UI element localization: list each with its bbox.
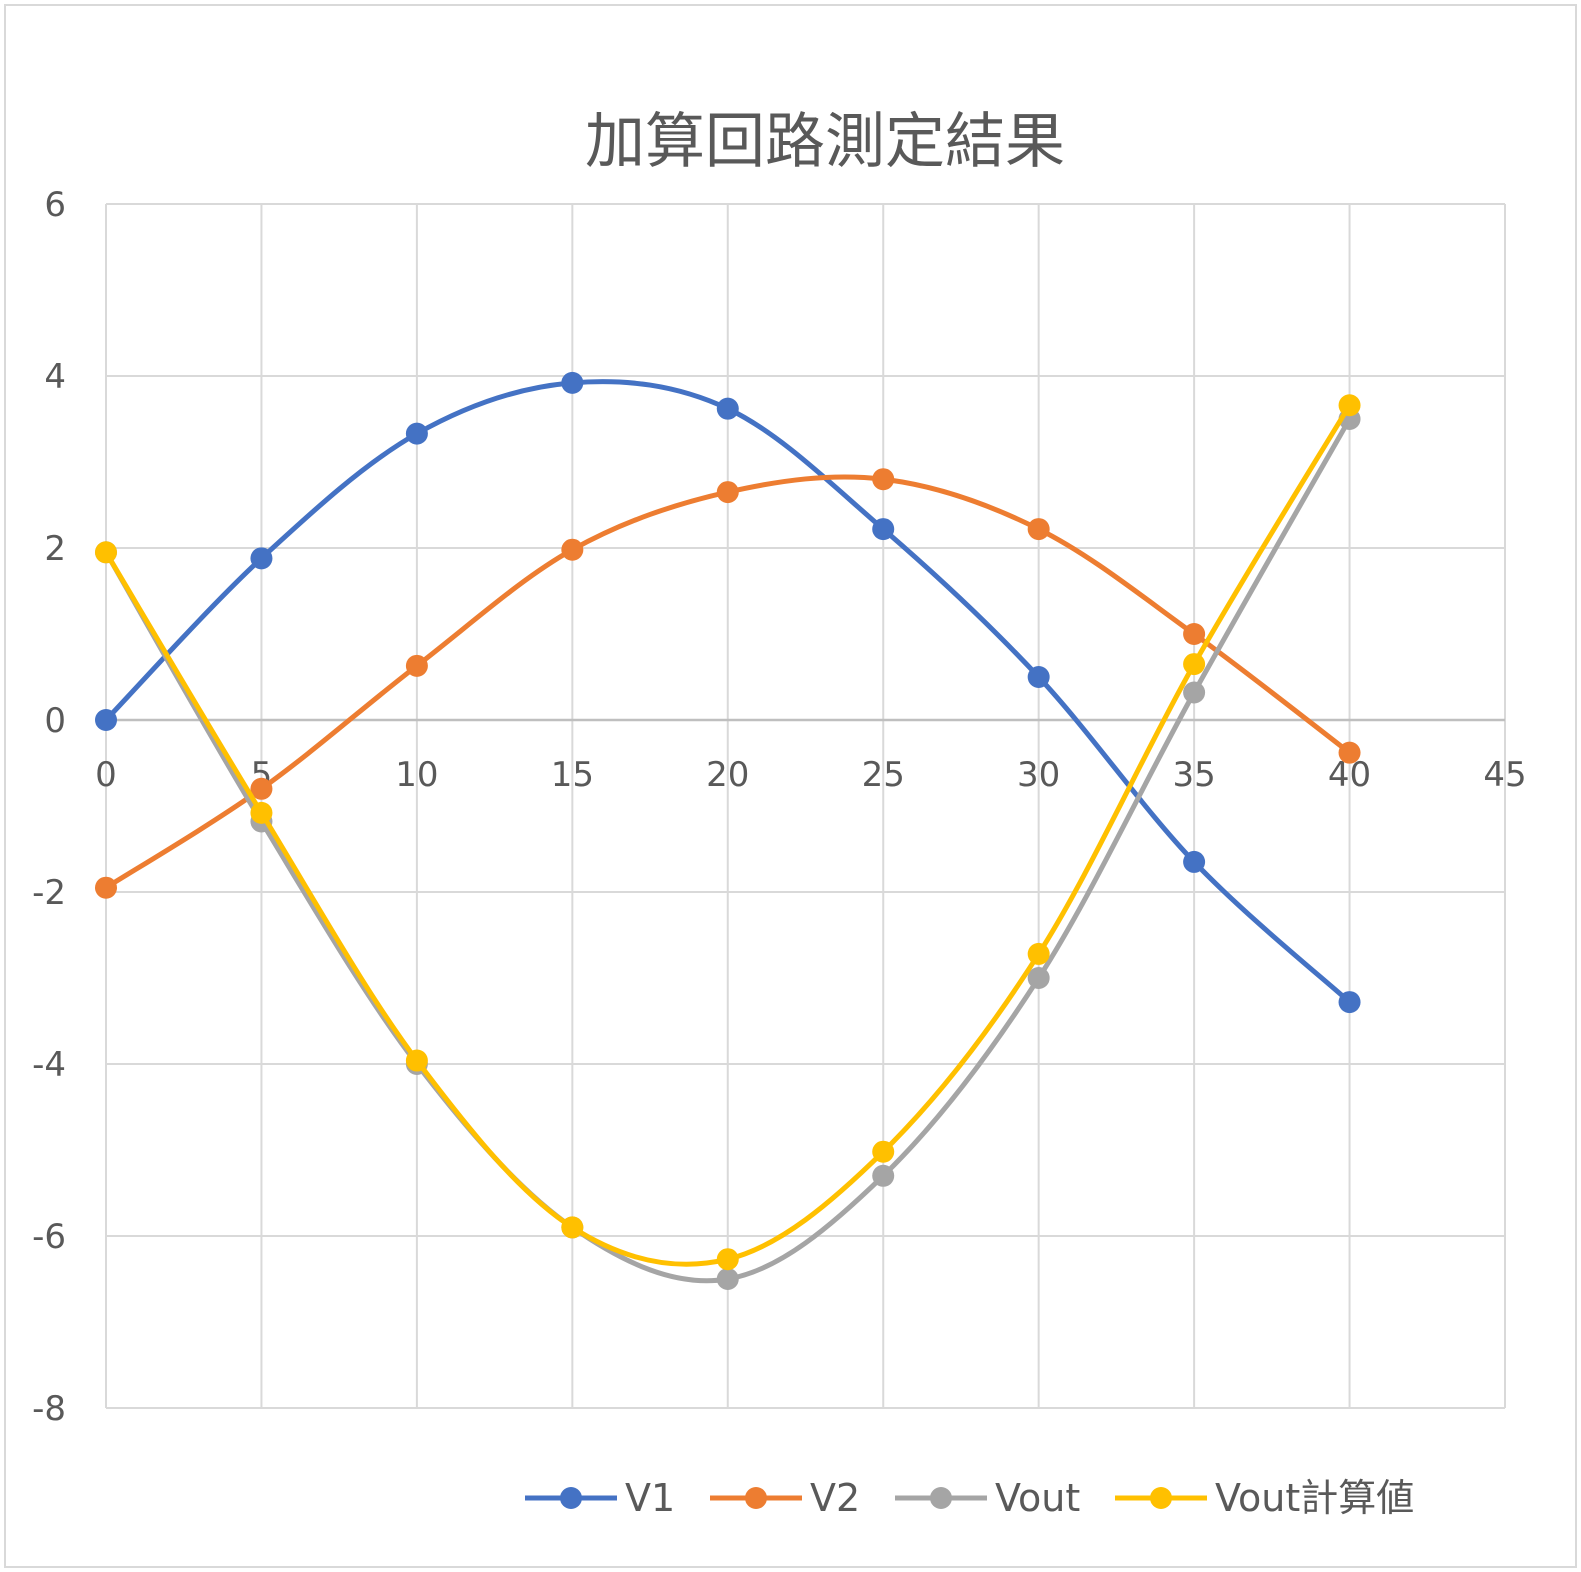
legend-entry: V2 [710, 1476, 860, 1520]
series-Vout計算値 [95, 394, 1361, 1271]
x-axis-tick-labels: 0 5 10 15 20 25 30 35 40 45 [95, 755, 1526, 795]
legend-swatch-marker [930, 1487, 952, 1509]
y-axis-tick-labels: 6 4 2 0 -2 -4 -6 -8 [32, 185, 66, 1429]
x-tick-label: 15 [551, 755, 594, 795]
data-point [1183, 623, 1206, 645]
data-point [250, 547, 273, 570]
series-line [103, 379, 1353, 1005]
y-tick-label: 0 [44, 701, 66, 741]
data-point [872, 1164, 895, 1187]
series-V1 [95, 371, 1361, 1014]
series-lines [95, 371, 1361, 1290]
y-tick-label: 6 [44, 185, 66, 225]
data-point [1027, 942, 1050, 965]
legend-label: Vout計算値 [1215, 1476, 1414, 1520]
legend-label: V1 [625, 1476, 675, 1520]
data-point [250, 801, 273, 824]
x-tick-label: 10 [395, 755, 438, 795]
data-point [1027, 967, 1050, 989]
legend-label: Vout [995, 1476, 1080, 1520]
x-tick-label: 20 [706, 755, 749, 795]
data-point [1338, 394, 1361, 417]
y-tick-label: -8 [32, 1389, 66, 1429]
x-tick-label: 45 [1483, 755, 1526, 795]
y-tick-label: -6 [32, 1217, 66, 1257]
data-point [1338, 741, 1361, 764]
legend: V1 V2 Vout Vout計算値 [525, 1476, 1414, 1520]
data-point [1027, 666, 1050, 688]
chart-title: 加算回路測定結果 [585, 107, 1065, 177]
y-tick-label: 4 [44, 357, 66, 397]
legend-swatch-marker [745, 1487, 767, 1509]
data-point [1338, 991, 1361, 1014]
data-point [405, 654, 428, 677]
data-point [561, 371, 584, 394]
data-point [95, 876, 117, 899]
x-tick-label: 0 [95, 755, 117, 795]
legend-entry: V1 [525, 1476, 675, 1520]
data-point [561, 538, 584, 561]
data-point [1183, 850, 1206, 873]
data-point [250, 777, 273, 800]
data-point [95, 709, 117, 731]
data-point [716, 397, 739, 420]
y-tick-label: 2 [44, 529, 66, 569]
x-tick-label: 30 [1017, 755, 1060, 795]
legend-entry: Vout計算値 [1115, 1476, 1414, 1520]
data-point [716, 1268, 739, 1290]
legend-entry: Vout [895, 1476, 1080, 1520]
data-point [872, 1140, 895, 1163]
data-point [716, 1248, 739, 1271]
data-point [872, 468, 895, 491]
data-point [872, 518, 895, 541]
data-point [405, 422, 428, 445]
data-point [1027, 518, 1050, 541]
data-point [1183, 681, 1206, 704]
data-point [561, 1216, 584, 1239]
x-tick-label: 35 [1172, 755, 1215, 795]
data-point [716, 481, 739, 504]
data-point [405, 1049, 428, 1072]
legend-swatch-marker [1150, 1487, 1172, 1509]
data-point [95, 541, 117, 564]
data-point [1183, 653, 1206, 676]
series-V2 [95, 468, 1361, 899]
y-tick-label: -2 [32, 873, 66, 913]
y-tick-label: -4 [32, 1045, 66, 1085]
legend-label: V2 [810, 1476, 860, 1520]
x-tick-label: 25 [862, 755, 905, 795]
legend-swatch-marker [560, 1487, 582, 1509]
